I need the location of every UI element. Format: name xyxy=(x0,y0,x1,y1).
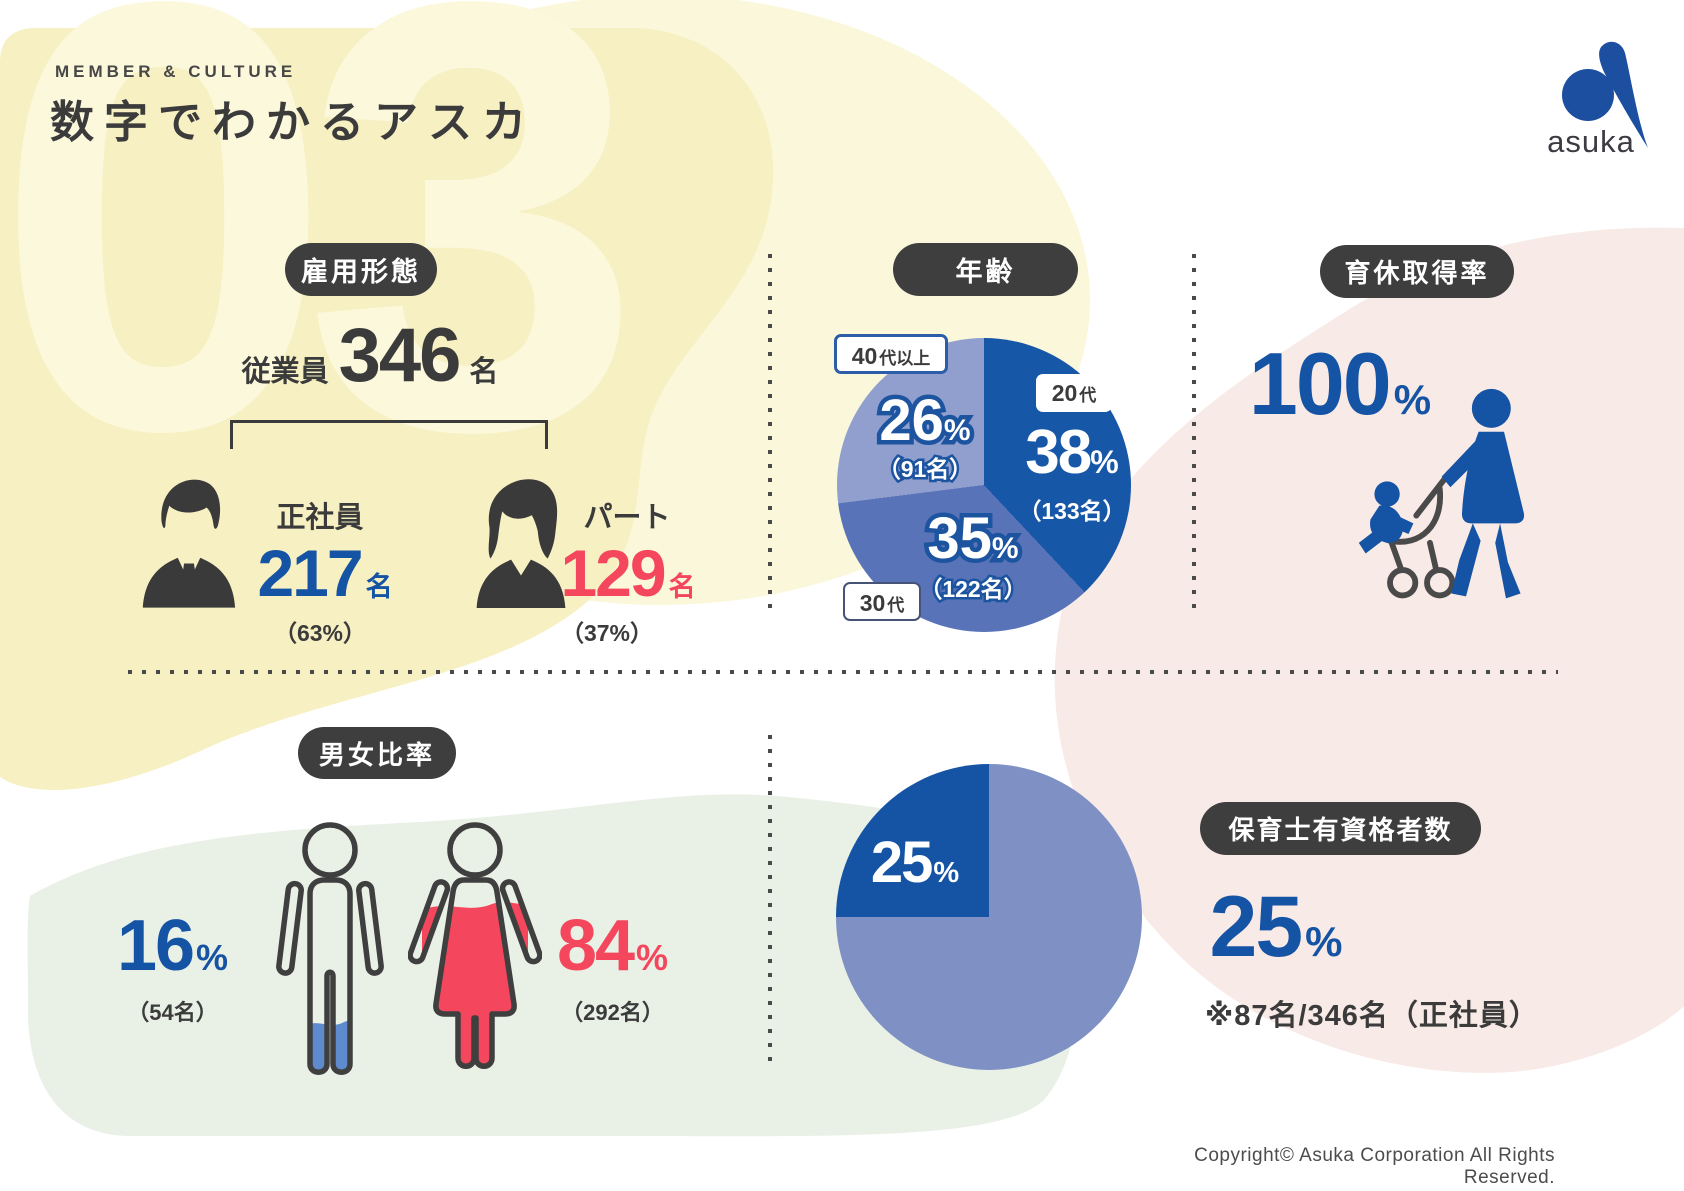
qualified-pie-pct: 25 % xyxy=(870,830,960,895)
age-count-30s: （122名） （122名） xyxy=(917,575,1029,603)
qualified-rate: 25 % xyxy=(1209,879,1343,975)
employment-total-value: 346 xyxy=(338,313,462,398)
age-count-20s: （133名） xyxy=(1018,498,1126,524)
employment-total-unit: 名 xyxy=(469,356,499,388)
fulltime-unit: 名 xyxy=(365,572,393,602)
parental-unit: % xyxy=(1393,376,1432,423)
divider-vertical-bottom xyxy=(768,735,772,1065)
qualified-badge: 保育士有資格者数 xyxy=(1200,802,1481,855)
employment-total-label: 従業員 xyxy=(241,356,329,388)
employment-bracket xyxy=(230,420,548,449)
parental-rate: 100 % xyxy=(1240,340,1440,428)
age-count-40s: （91名） （91名） xyxy=(875,455,975,483)
gender-badge: 男女比率 xyxy=(298,727,456,779)
eyebrow-label: MEMBER & CULTURE xyxy=(55,62,297,81)
age-pct-40s: 26% 26% xyxy=(875,387,975,454)
fulltime-value: 217 xyxy=(257,536,363,610)
age-tag-30s: 30 代 xyxy=(843,582,921,621)
asuka-logo-wordmark: asuka xyxy=(1547,124,1635,159)
divider-vertical-left-top xyxy=(768,254,772,612)
age-tag-20s-suffix: 代 xyxy=(1079,386,1097,405)
male-count: （54名） xyxy=(127,1000,218,1025)
age-tag-40s-num: 40 xyxy=(851,343,878,369)
parttime-value: 129 xyxy=(560,536,666,610)
female-figure-icon xyxy=(408,822,542,1069)
divider-horizontal xyxy=(128,670,1558,674)
parttime-count: 129 名 xyxy=(548,540,708,606)
businesswoman-icon xyxy=(476,479,566,608)
parttime-label: パート xyxy=(583,502,671,534)
female-pct: 84 % xyxy=(556,906,669,986)
qualified-note: ※87名/346名（正社員） xyxy=(1205,1000,1539,1032)
mother-stroller-icon xyxy=(1358,388,1525,599)
fulltime-label: 正社員 xyxy=(276,502,364,534)
businessman-icon xyxy=(142,479,236,608)
female-count: （292名） xyxy=(561,1000,664,1025)
age-tag-20s: 20 代 xyxy=(1036,374,1112,412)
qualified-pie-chart xyxy=(836,764,1142,1070)
age-tag-40s-suffix: 代以上 xyxy=(879,349,931,368)
parental-value: 100 xyxy=(1248,334,1392,433)
green-blob xyxy=(27,794,1081,1137)
age-badge: 年齢 xyxy=(893,243,1078,296)
age-tag-30s-suffix: 代 xyxy=(887,596,905,615)
parttime-share: （37%） xyxy=(560,620,654,646)
asuka-logo-icon xyxy=(1562,41,1648,149)
age-pct-30s: 35% 35% xyxy=(923,505,1023,572)
copyright: Copyright© Asuka Corporation All Rights … xyxy=(1194,1145,1555,1188)
male-pct: 16 % xyxy=(116,906,229,986)
employment-total: 従業員 346 名 xyxy=(230,318,510,394)
age-tag-40s: 40 代以上 xyxy=(834,334,948,374)
divider-vertical-right-top xyxy=(1192,254,1196,612)
employment-badge: 雇用形態 xyxy=(285,243,437,296)
parental-badge: 育休取得率 xyxy=(1320,245,1514,298)
age-tag-20s-num: 20 xyxy=(1051,380,1078,406)
page-title: 数字でわかるアスカ xyxy=(50,98,536,147)
age-pct-20s: 38 % xyxy=(1025,418,1119,487)
pink-blob xyxy=(1054,227,1684,1073)
fulltime-count: 217 名 xyxy=(245,540,405,606)
age-tag-30s-num: 30 xyxy=(859,590,886,616)
male-figure-icon xyxy=(276,822,384,1075)
fulltime-share: （63%） xyxy=(273,620,367,646)
parttime-unit: 名 xyxy=(668,572,696,602)
